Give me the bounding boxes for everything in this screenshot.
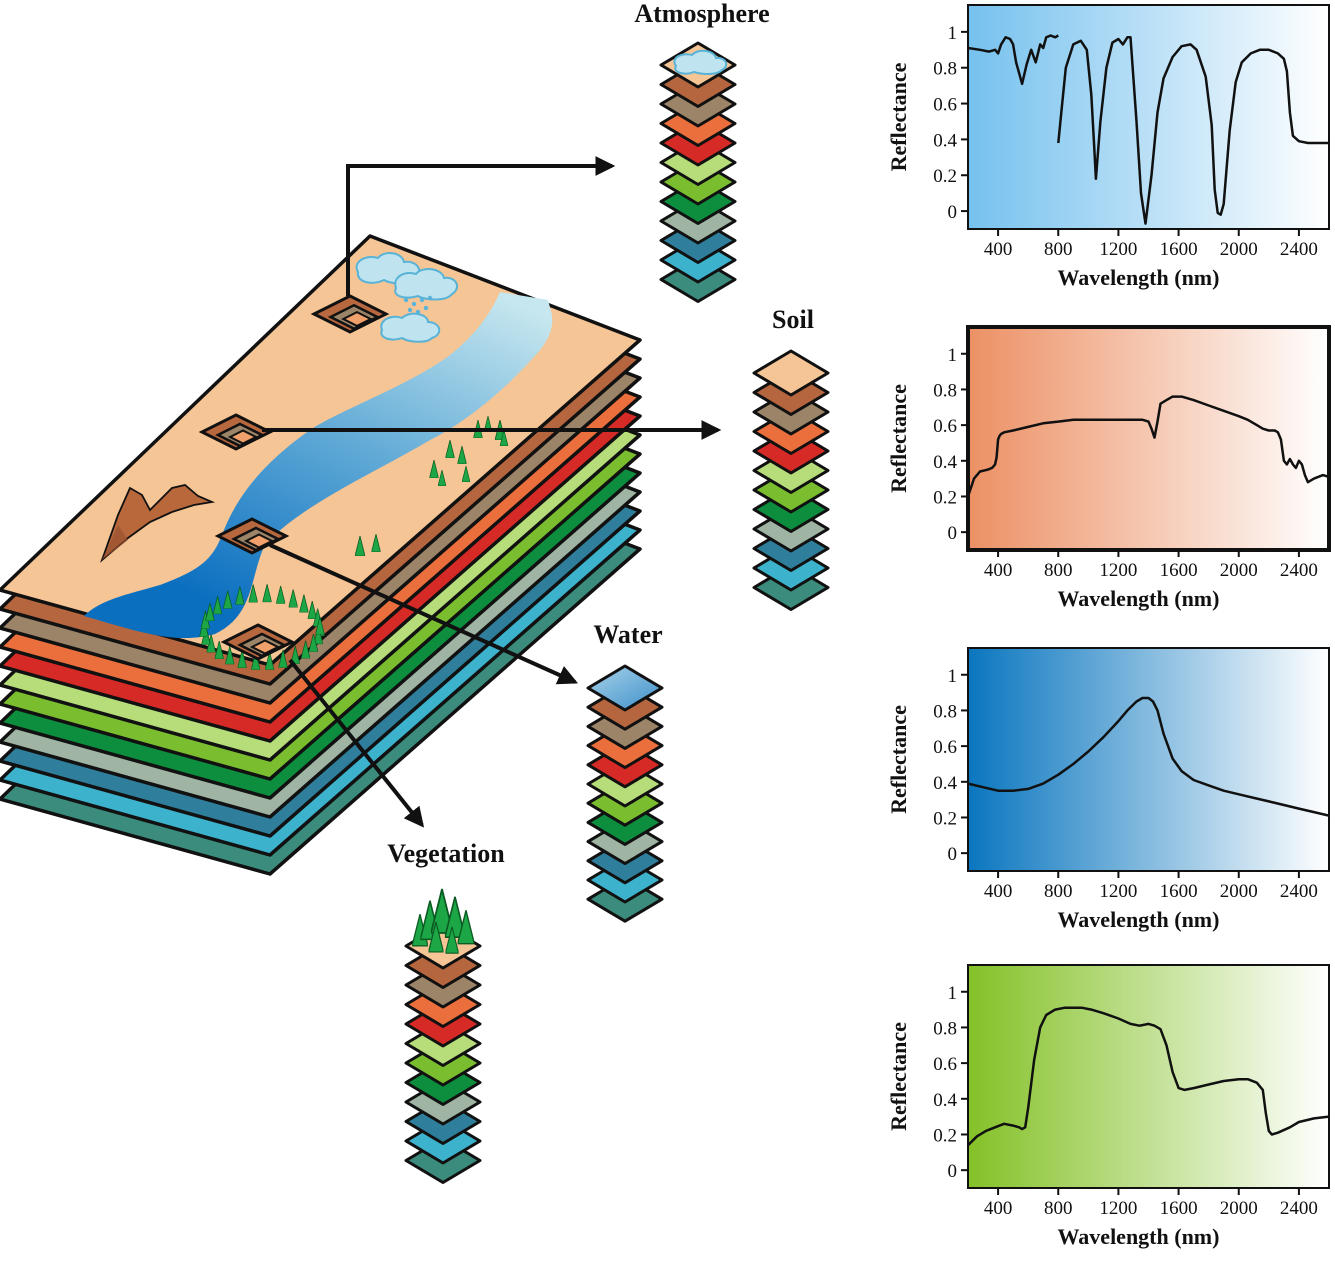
x-tick-label: 400 bbox=[984, 1198, 1013, 1219]
x-tick-label: 800 bbox=[1044, 560, 1073, 581]
arrow-to-water bbox=[269, 543, 579, 685]
stack-band bbox=[586, 664, 664, 712]
y-tick-label: 0.6 bbox=[933, 95, 957, 116]
water-stack bbox=[586, 664, 664, 923]
y-tick-label: 0 bbox=[948, 844, 958, 865]
atmosphere-pit bbox=[310, 294, 390, 334]
y-tick-label: 1 bbox=[948, 23, 958, 44]
x-tick-label: 800 bbox=[1044, 239, 1073, 260]
surface-details bbox=[84, 252, 553, 639]
y-axis-title: Reflectance bbox=[886, 1022, 911, 1131]
x-tick-label: 2000 bbox=[1220, 560, 1258, 581]
reflectance-line bbox=[968, 395, 1329, 497]
y-tick-label: 0 bbox=[948, 1161, 958, 1182]
y-tick-label: 0.8 bbox=[933, 1018, 957, 1039]
x-axis-title: Wavelength (nm) bbox=[1058, 586, 1220, 611]
reflectance-line bbox=[968, 34, 1059, 86]
y-tick-label: 0.8 bbox=[933, 701, 957, 722]
soil-stack bbox=[752, 349, 830, 611]
x-tick-label: 1600 bbox=[1160, 881, 1198, 902]
y-tick-label: 0.2 bbox=[933, 1125, 957, 1146]
vegetation-stack bbox=[404, 888, 482, 1184]
plot-area bbox=[967, 4, 1330, 230]
x-axis-title: Wavelength (nm) bbox=[1058, 1224, 1220, 1249]
y-tick-label: 0.4 bbox=[933, 1090, 957, 1111]
x-tick-label: 1600 bbox=[1160, 560, 1198, 581]
vegetation-chart: 400 800 1200 1600 2000 2400 0 0.2 0.4 0.6 0.8 1 Wave… bbox=[886, 964, 1330, 1249]
y-tick-label: 1 bbox=[948, 983, 958, 1004]
soil-chart: 400 800 1200 1600 2000 2400 0 0.2 0.4 0.6 0.8 1 Wave… bbox=[886, 325, 1331, 611]
x-tick-label: 2400 bbox=[1280, 1198, 1318, 1219]
y-tick-label: 0.4 bbox=[933, 130, 957, 151]
y-axis-title: Reflectance bbox=[886, 62, 911, 171]
water-label: Water bbox=[593, 620, 662, 649]
stack-band bbox=[752, 349, 830, 397]
y-tick-label: 0.2 bbox=[933, 166, 957, 187]
x-tick-label: 1600 bbox=[1160, 239, 1198, 260]
x-axis-title: Wavelength (nm) bbox=[1058, 907, 1220, 932]
vegetation-pit bbox=[220, 623, 296, 661]
x-tick-label: 800 bbox=[1044, 1198, 1073, 1219]
y-tick-label: 1 bbox=[948, 345, 958, 366]
river bbox=[84, 292, 553, 639]
y-tick-label: 0.2 bbox=[933, 808, 957, 829]
reflectance-charts: 400 800 1200 1600 2000 2400 0 0.2 0.4 0.6 0.8 1 Wave… bbox=[886, 4, 1331, 1249]
x-tick-label: 1200 bbox=[1099, 881, 1137, 902]
water-pit bbox=[214, 517, 290, 555]
pixel-stacks bbox=[404, 41, 830, 1184]
y-tick-label: 0.2 bbox=[933, 487, 957, 508]
y-tick-label: 0.8 bbox=[933, 380, 957, 401]
atmosphere-label: Atmosphere bbox=[634, 0, 769, 28]
y-axis-title: Reflectance bbox=[886, 384, 911, 493]
cloud-icon bbox=[673, 49, 728, 75]
x-tick-label: 1200 bbox=[1099, 239, 1137, 260]
x-tick-label: 1200 bbox=[1099, 1198, 1137, 1219]
x-tick-label: 2000 bbox=[1220, 1198, 1258, 1219]
x-tick-label: 2400 bbox=[1280, 881, 1318, 902]
x-tick-label: 400 bbox=[984, 881, 1013, 902]
y-tick-label: 0.4 bbox=[933, 773, 957, 794]
y-tick-label: 0 bbox=[948, 523, 958, 544]
x-tick-label: 400 bbox=[984, 239, 1013, 260]
plot-area bbox=[967, 964, 1330, 1189]
y-tick-label: 1 bbox=[948, 666, 958, 687]
reflectance-line bbox=[968, 1006, 1329, 1147]
y-tick-label: 0.6 bbox=[933, 1054, 957, 1075]
mountain-icon bbox=[102, 525, 128, 560]
y-tick-label: 0 bbox=[948, 202, 958, 223]
x-tick-label: 800 bbox=[1044, 881, 1073, 902]
sampling-pits bbox=[198, 294, 390, 661]
atmosphere-stack bbox=[659, 41, 737, 303]
rain-icon bbox=[403, 295, 433, 315]
cloud-icon bbox=[355, 252, 459, 343]
y-axis-title: Reflectance bbox=[886, 705, 911, 814]
reflectance-line bbox=[1057, 36, 1329, 225]
y-tick-label: 0.6 bbox=[933, 737, 957, 758]
soil-label: Soil bbox=[772, 305, 814, 334]
x-tick-label: 2400 bbox=[1280, 560, 1318, 581]
x-tick-label: 2000 bbox=[1220, 239, 1258, 260]
arrow-to-atmosphere bbox=[346, 156, 616, 296]
x-tick-label: 2400 bbox=[1280, 239, 1318, 260]
reflectance-line bbox=[968, 696, 1329, 817]
water-chart: 400 800 1200 1600 2000 2400 0 0.2 0.4 0.6 0.8 1 Wave… bbox=[886, 647, 1330, 932]
x-tick-label: 1600 bbox=[1160, 1198, 1198, 1219]
arrow-to-vegetation bbox=[288, 658, 425, 828]
plot-area bbox=[967, 647, 1330, 872]
x-tick-label: 400 bbox=[984, 560, 1013, 581]
y-tick-label: 0.8 bbox=[933, 59, 957, 80]
y-tick-label: 0.6 bbox=[933, 416, 957, 437]
x-axis-title: Wavelength (nm) bbox=[1058, 265, 1220, 290]
atmosphere-chart: 400 800 1200 1600 2000 2400 0 0.2 0.4 0.6 0.8 1 Wave… bbox=[886, 4, 1330, 290]
x-tick-label: 1200 bbox=[1099, 560, 1137, 581]
arrows bbox=[262, 156, 722, 828]
plot-area bbox=[966, 325, 1331, 552]
x-tick-label: 2000 bbox=[1220, 881, 1258, 902]
vegetation-label: Vegetation bbox=[387, 839, 505, 868]
mountain-icon bbox=[100, 484, 216, 563]
y-tick-label: 0.4 bbox=[933, 452, 957, 473]
soil-pit bbox=[198, 413, 274, 451]
